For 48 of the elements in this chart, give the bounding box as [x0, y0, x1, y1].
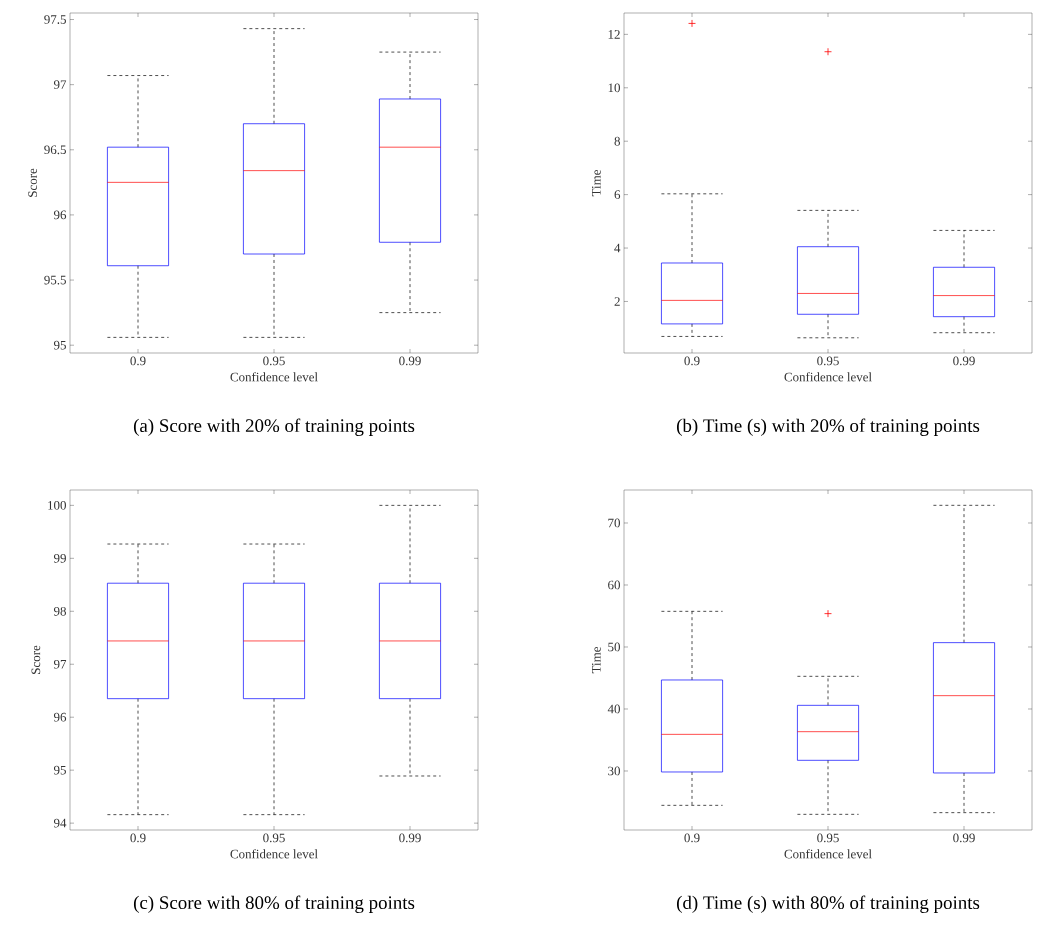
x-tick-label: 0.99	[399, 833, 421, 843]
y-tick-label: 40	[607, 704, 620, 714]
text: (b) Time (s) with 20% of training points	[676, 418, 980, 436]
y-tick-label: 98	[53, 606, 66, 616]
y-tick-label: 8	[614, 136, 620, 146]
x-axis-title: Confidence level	[784, 849, 872, 859]
y-tick-label: 60	[608, 580, 620, 590]
x-tick-label: 0.99	[399, 356, 421, 366]
x-tick-label: 0.99	[953, 356, 975, 366]
y-axis-title: Score	[31, 645, 41, 674]
x-axis-title: Confidence level	[230, 849, 318, 859]
x-tick-label: 0.95	[817, 833, 839, 843]
y-tick-label: 95	[53, 765, 66, 775]
y-tick-label: 2	[614, 297, 620, 306]
x-tick-label: 0.95	[263, 356, 285, 366]
x-tick-label: 0.99	[953, 833, 975, 843]
y-tick-label: 100	[48, 501, 66, 510]
y-axis-title: Score	[28, 168, 37, 197]
x-tick-label: 0.9	[684, 356, 700, 366]
x-tick-label: 0.9	[130, 356, 146, 366]
y-axis-title: Time	[591, 647, 601, 674]
x-tick-label: 0.9	[130, 833, 146, 843]
y-tick-label: 4	[614, 243, 621, 253]
y-tick-label: 97	[53, 659, 67, 669]
y-tick-label: 70	[608, 518, 620, 528]
y-tick-label: 99	[53, 553, 66, 563]
y-tick-label: 96	[53, 210, 67, 220]
y-tick-label: 10	[608, 83, 620, 93]
y-tick-label: 30	[608, 766, 620, 776]
y-tick-label: 94	[53, 818, 67, 828]
y-tick-label: 97	[53, 80, 67, 89]
y-tick-label: 96	[53, 712, 67, 722]
x-axis-title: Confidence level	[230, 372, 318, 382]
x-tick-label: 0.95	[817, 356, 839, 366]
text: (c) Score with 80% of training points	[133, 895, 415, 913]
y-tick-label: 96.5	[44, 145, 66, 155]
y-tick-label: 6	[614, 190, 621, 199]
y-tick-label: 97.5	[44, 15, 66, 24]
x-axis-title: Confidence level	[784, 372, 872, 382]
text: (d) Time (s) with 80% of training points	[676, 895, 980, 913]
y-axis-title: Time	[591, 170, 601, 197]
y-tick-label: 95.5	[44, 275, 66, 285]
text: (a) Score with 20% of training points	[133, 418, 415, 436]
y-tick-label: 50	[608, 642, 620, 652]
x-tick-label: 0.9	[684, 833, 700, 843]
x-tick-label: 0.95	[263, 833, 285, 843]
y-tick-label: 12	[608, 30, 620, 39]
y-tick-label: 95	[53, 340, 66, 350]
